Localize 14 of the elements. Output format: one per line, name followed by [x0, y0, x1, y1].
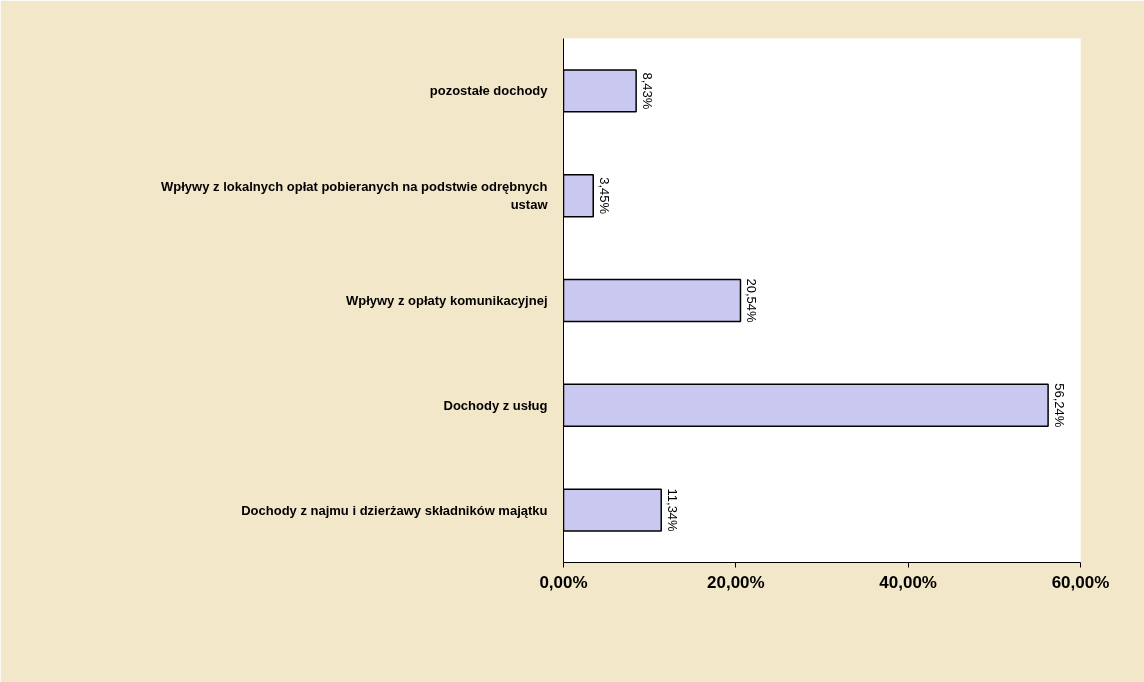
- data-label: 11,34%: [664, 488, 680, 533]
- x-tick-label: 20,00%: [707, 572, 765, 592]
- x-tick-label: 0,00%: [539, 572, 588, 592]
- data-label: 8,43%: [639, 72, 655, 110]
- y-tick-label: pozostałe dochody: [429, 83, 549, 99]
- y-tick-label: Wpływy z opłaty komunikacyjnej: [345, 293, 548, 308]
- data-label: 3,45%: [596, 177, 612, 215]
- y-tick-label: Dochody z usług: [443, 397, 548, 413]
- y-tick-label: Wpływy z lokalnych opłat pobieranych na podstwie odrębnych ustaw: [161, 179, 549, 213]
- x-tick-label: 60,00%: [1051, 572, 1110, 592]
- y-tick-label: Dochody z najmu i dzierżawy składników majątku: [241, 502, 548, 518]
- data-label: 20,54%: [743, 278, 759, 323]
- x-tick-label: 40,00%: [879, 572, 938, 592]
- data-label: 56,24%: [1051, 383, 1067, 428]
